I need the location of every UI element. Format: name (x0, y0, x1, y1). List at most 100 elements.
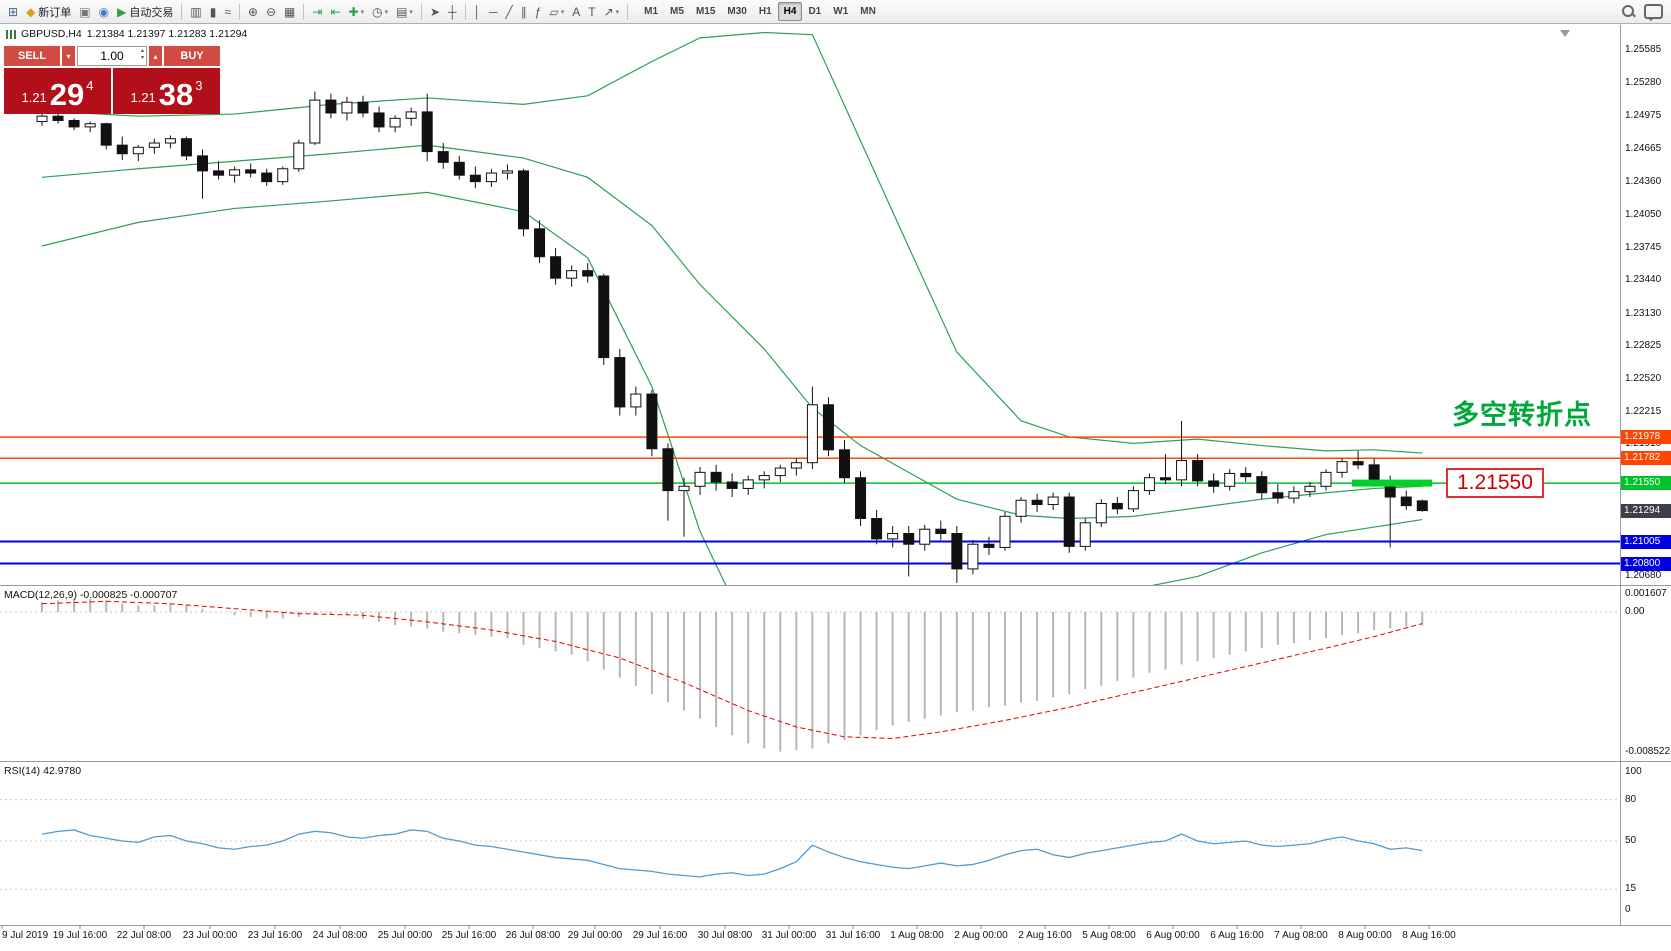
templates-icon: ▤ (396, 4, 408, 19)
profiles-icon: ▣ (79, 4, 91, 19)
equidistant-channel-icon: ∥ (520, 4, 527, 19)
auto-scroll-icon: ⇤ (330, 4, 341, 19)
candles-layer (36, 91, 1428, 583)
chat-icon[interactable] (1644, 4, 1663, 21)
zoom-out-button[interactable]: ⊖ (262, 1, 280, 23)
trendline-icon: ╱ (505, 4, 513, 19)
bollinger-middle-band (41, 144, 1423, 520)
sell-price-pip: 4 (86, 78, 94, 93)
indicators-button[interactable]: ✚ ▾ (345, 1, 369, 23)
trade-panel-prices: 1.21 29 4 1.21 38 3 (4, 68, 220, 114)
timeframe-mn-button[interactable]: MN (860, 6, 876, 17)
periods-caret-icon: ▾ (384, 8, 389, 16)
new-order-icon: ◆ (26, 4, 36, 19)
templates-button[interactable]: ▤ ▾ (392, 1, 417, 23)
new-chart-button[interactable]: ⊞ (4, 1, 22, 23)
buy-button[interactable]: BUY (164, 46, 220, 66)
text-icon: A (572, 4, 581, 19)
macd-indicator-label: MACD(12,26,9) -0.000825 -0.000707 (4, 589, 177, 601)
sell-options-caret[interactable]: ▾ (62, 46, 75, 66)
scroll-to-end-marker[interactable] (1560, 30, 1570, 37)
text-label-button[interactable]: T (584, 1, 599, 23)
trendline-button[interactable]: ╱ (502, 1, 517, 23)
buy-price-button[interactable]: 1.21 38 3 (113, 68, 220, 114)
timeframe-m30-button[interactable]: M30 (727, 6, 747, 17)
indicators-caret-icon: ▾ (360, 8, 365, 16)
price-level-callout[interactable]: 1.21550 (1446, 468, 1544, 498)
arrows-button[interactable]: ↗ ▾ (600, 1, 624, 23)
timeframe-switcher: M1 M5 M15 M30 H1 H4 D1 W1 MN (638, 2, 882, 21)
shapes-caret-icon: ▾ (560, 8, 565, 16)
trade-panel-header: SELL ▾ 1.00 ▴ ▾ ▴ BUY (4, 46, 220, 66)
macd-panel (0, 598, 1620, 752)
crosshair-button[interactable]: ┼ (444, 1, 461, 23)
buy-price-prefix: 1.21 (130, 90, 156, 105)
tile-windows-icon: ▦ (284, 4, 296, 19)
chart-annotation-text[interactable]: 多空转折点 (1452, 400, 1592, 430)
one-click-trading-panel[interactable]: SELL ▾ 1.00 ▴ ▾ ▴ BUY 1.21 29 4 1.21 38 3 (4, 46, 220, 114)
search-icon[interactable] (1621, 4, 1636, 19)
crosshair-icon: ┼ (448, 4, 457, 19)
toolbar-separator (420, 3, 422, 20)
volume-input[interactable]: 1.00 ▴ ▾ (77, 46, 147, 66)
new-order-button[interactable]: ◆ 新订单 (22, 1, 75, 23)
fibonacci-button[interactable]: ƒ (531, 1, 546, 23)
horizontal-line-button[interactable]: ─ (485, 1, 502, 23)
sell-price-digits: 29 (49, 77, 85, 113)
toolbar-separator (627, 3, 629, 20)
toolbar-right (1621, 4, 1667, 21)
bar-chart-button[interactable]: ▥ (186, 1, 205, 23)
sell-price-prefix: 1.21 (21, 90, 47, 105)
tile-windows-button[interactable]: ▦ (280, 1, 299, 23)
buy-price-pip: 3 (195, 78, 203, 93)
symbol-name: GBPUSD,H4 (21, 28, 82, 40)
timeframe-h1-button[interactable]: H1 (758, 6, 772, 17)
candlestick-chart-button[interactable]: ▮ (206, 1, 221, 23)
bar-chart-icon: ▥ (190, 4, 202, 19)
sell-button[interactable]: SELL (4, 46, 60, 66)
chart-shift-button[interactable]: ⇥ (308, 1, 326, 23)
timeframe-m1-button[interactable]: M1 (644, 6, 659, 17)
timeframe-d1-button[interactable]: D1 (808, 6, 822, 17)
market-watch-icon: ◉ (98, 4, 110, 19)
timeframe-m15-button[interactable]: M15 (695, 6, 716, 17)
toolbar-separator (238, 3, 240, 20)
market-watch-button[interactable]: ◉ (95, 1, 113, 23)
timeframe-w1-button[interactable]: W1 (833, 6, 849, 17)
toolbar: ⊞ ◆ 新订单 ▣ ◉ ▶ 自动交易 ▥ ▮ ≈ ⊕ ⊖ ▦ ⇥ ⇤ ✚ ▾ ◷ ▾ ▤ ▾ ➤ ┼ │ ─ ╱ ∥ ƒ ▱ ▾ A T ↗ ▾ M… (0, 0, 1671, 24)
auto-scroll-button[interactable]: ⇤ (326, 1, 344, 23)
indicators-icon: ✚ (348, 4, 359, 19)
chart-mini-icon (6, 29, 16, 39)
timeframe-m5-button[interactable]: M5 (670, 6, 684, 17)
cursor-button[interactable]: ➤ (426, 1, 444, 23)
rsi-name: RSI(14) (4, 765, 41, 777)
volume-value: 1.00 (100, 49, 124, 63)
line-chart-icon: ≈ (224, 4, 231, 19)
periods-icon: ◷ (372, 4, 383, 19)
buy-price-digits: 38 (158, 77, 194, 113)
profiles-button[interactable]: ▣ (75, 1, 94, 23)
bollinger-upper-band (41, 31, 1423, 454)
level-highlight-bar[interactable] (1352, 479, 1432, 487)
chart-shift-icon: ⇥ (312, 4, 323, 19)
arrows-icon: ↗ (603, 4, 614, 19)
text-button[interactable]: A (568, 1, 584, 23)
cursor-icon: ➤ (429, 4, 440, 19)
arrows-caret-icon: ▾ (615, 8, 620, 16)
line-chart-button[interactable]: ≈ (220, 1, 235, 23)
price-panel[interactable] (0, 31, 1620, 752)
periods-button[interactable]: ◷ ▾ (368, 1, 392, 23)
vertical-line-button[interactable]: │ (470, 1, 486, 23)
zoom-in-button[interactable]: ⊕ (244, 1, 262, 23)
buy-options-caret[interactable]: ▴ (149, 46, 162, 66)
equidistant-channel-button[interactable]: ∥ (517, 1, 531, 23)
auto-trading-button[interactable]: ▶ 自动交易 (113, 1, 177, 23)
auto-trading-label: 自动交易 (129, 6, 174, 19)
shapes-button[interactable]: ▱ ▾ (545, 1, 568, 23)
horizontal-line-icon: ─ (489, 4, 498, 19)
timeframe-h4-button[interactable]: H4 (777, 2, 803, 21)
volume-stepper[interactable]: ▴ ▾ (140, 48, 144, 61)
sell-price-button[interactable]: 1.21 29 4 (4, 68, 111, 114)
